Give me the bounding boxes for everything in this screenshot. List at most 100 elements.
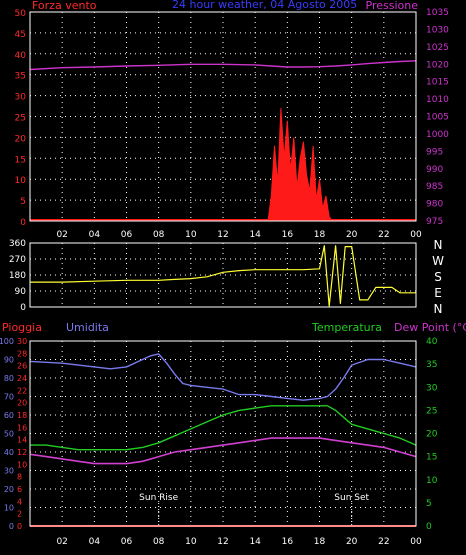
wind-tick-30: 30 [15, 93, 27, 103]
wind-tick-5: 5 [20, 197, 26, 207]
rain-tick-20: 20 [17, 399, 27, 408]
lower-xtick-00: 00 [410, 537, 422, 547]
wind-xtick-06: 06 [121, 230, 133, 240]
rain-tick-0: 0 [17, 522, 22, 531]
pressure-tick-1035: 1035 [426, 8, 449, 18]
compass-W-1: W [432, 254, 444, 268]
lower-xtick-20: 20 [346, 537, 358, 547]
wind-xtick-22: 22 [378, 230, 389, 240]
series-pressure [29, 60, 417, 71]
pressure-tick-1020: 1020 [426, 60, 449, 70]
rain-tick-10: 10 [17, 460, 27, 469]
compass-S-2: S [434, 270, 442, 284]
rain-tick-12: 12 [17, 448, 27, 457]
humidity-tick-60: 60 [4, 411, 14, 420]
rain-tick-8: 8 [17, 473, 22, 482]
rain-axis-title: Pioggia [2, 321, 42, 334]
pressure-axis-title: Pressione [366, 0, 419, 12]
humidity-axis-title: Umidita [66, 321, 109, 334]
lower-xtick-02: 02 [56, 537, 67, 547]
lower-xtick-10: 10 [185, 537, 197, 547]
wind-tick-35: 35 [15, 72, 26, 82]
wind-xtick-00: 00 [410, 230, 422, 240]
humidity-tick-80: 80 [4, 374, 14, 383]
humidity-tick-0: 0 [9, 522, 14, 531]
humidity-tick-40: 40 [4, 448, 14, 457]
chart-title: 24 hour weather, 04 Agosto 2005 [172, 0, 357, 11]
wind-tick-45: 45 [15, 30, 26, 40]
wind-panel-frame [29, 11, 417, 222]
wind-tick-0: 0 [20, 218, 26, 228]
direction-tick-180: 180 [9, 271, 26, 281]
pressure-tick-985: 985 [426, 182, 443, 192]
wind-xtick-12: 12 [217, 230, 228, 240]
temperature-tick-35: 35 [426, 360, 437, 370]
direction-tick-0: 0 [20, 303, 26, 313]
rain-tick-4: 4 [17, 497, 22, 506]
series-temperature [30, 405, 417, 451]
sunrise-label: Sun Rise [139, 493, 178, 503]
rain-tick-28: 28 [17, 349, 27, 358]
temperature-tick-30: 30 [426, 383, 438, 393]
wind-xtick-14: 14 [249, 230, 261, 240]
humidity-tick-70: 70 [4, 393, 14, 402]
temperature-tick-0: 0 [426, 522, 432, 532]
temperature-tick-5: 5 [426, 499, 432, 509]
rain-tick-22: 22 [17, 386, 27, 395]
humidity-tick-100: 100 [0, 337, 14, 346]
compass-E-3: E [434, 286, 442, 300]
wind-tick-20: 20 [15, 134, 27, 144]
lower-xtick-16: 16 [282, 537, 294, 547]
rain-tick-14: 14 [17, 436, 27, 445]
lower-xtick-14: 14 [249, 537, 261, 547]
wind-xtick-18: 18 [314, 230, 326, 240]
wind-tick-40: 40 [15, 51, 27, 61]
lower-xtick-06: 06 [121, 537, 133, 547]
rain-tick-30: 30 [17, 337, 27, 346]
wind-tick-10: 10 [15, 176, 27, 186]
compass-N-0: N [434, 238, 443, 252]
wind-tick-50: 50 [15, 9, 27, 19]
pressure-tick-1005: 1005 [426, 113, 449, 123]
direction-tick-270: 270 [9, 255, 26, 265]
temperature-axis-title: Temperatura [311, 321, 382, 334]
lower-xtick-18: 18 [314, 537, 326, 547]
wind-xtick-10: 10 [185, 230, 197, 240]
lower-xtick-04: 04 [89, 537, 101, 547]
wind-xtick-20: 20 [346, 230, 358, 240]
humidity-tick-30: 30 [4, 467, 14, 476]
pressure-tick-990: 990 [426, 165, 443, 175]
series-wind-speed [30, 108, 416, 222]
sunset-label: Sun Set [334, 493, 369, 503]
series-dewpoint [29, 437, 417, 465]
rain-tick-24: 24 [17, 374, 27, 383]
compass-N-4: N [434, 302, 443, 316]
rain-tick-16: 16 [17, 423, 27, 432]
temperature-tick-15: 15 [426, 453, 437, 463]
lower-xtick-22: 22 [378, 537, 389, 547]
pressure-tick-975: 975 [426, 217, 443, 227]
rain-tick-2: 2 [17, 510, 22, 519]
temperature-tick-20: 20 [426, 430, 438, 440]
wind-xtick-04: 04 [89, 230, 101, 240]
direction-panel-frame [29, 242, 417, 308]
lower-xtick-08: 08 [153, 537, 165, 547]
humidity-tick-50: 50 [4, 430, 14, 439]
pressure-tick-1025: 1025 [426, 43, 449, 53]
temperature-tick-25: 25 [426, 406, 437, 416]
temperature-tick-10: 10 [426, 476, 438, 486]
wind-xtick-08: 08 [153, 230, 165, 240]
humidity-tick-10: 10 [4, 504, 14, 513]
wind-axis-title: Forza vento [32, 0, 97, 12]
wind-tick-15: 15 [15, 155, 26, 165]
pressure-tick-1030: 1030 [426, 25, 449, 35]
pressure-tick-1015: 1015 [426, 78, 449, 88]
wind-xtick-02: 02 [56, 230, 67, 240]
humidity-tick-90: 90 [4, 356, 14, 365]
direction-tick-360: 360 [9, 239, 26, 249]
wind-tick-25: 25 [15, 114, 26, 124]
series-humidity [29, 353, 417, 401]
lower-xtick-12: 12 [217, 537, 228, 547]
lower-panel-frame [29, 340, 417, 527]
